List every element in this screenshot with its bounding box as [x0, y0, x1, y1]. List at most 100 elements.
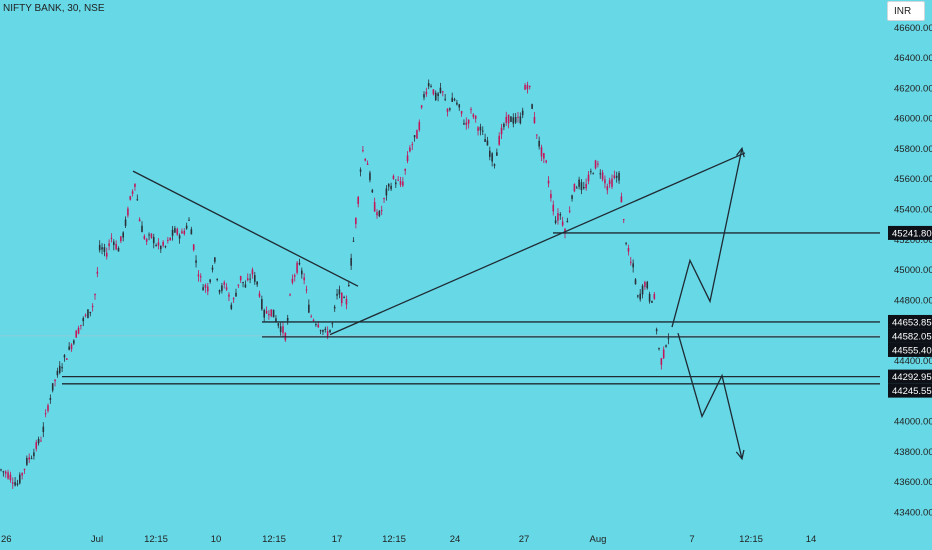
candle-body [279, 326, 282, 333]
candle-body [44, 413, 47, 415]
candle-body [275, 318, 277, 322]
candle-body [392, 175, 395, 179]
price-labels: 45241.80 44653.85 44582.05 44555.40 44292.95… [888, 225, 932, 398]
candle-body [312, 319, 315, 321]
candle-body [575, 187, 578, 189]
candle-body [207, 286, 209, 292]
candle-body [630, 261, 632, 263]
candle-body [96, 271, 99, 274]
candle-body [479, 126, 482, 131]
candle-body [597, 163, 599, 165]
candle-body [113, 241, 115, 246]
candle-body [601, 172, 604, 180]
candle-body [244, 284, 247, 288]
candle-body [11, 482, 14, 484]
candle-body [348, 284, 350, 287]
candle-body [425, 91, 428, 95]
candle-body [185, 225, 188, 229]
candle-body [256, 281, 258, 285]
y-tick-label: 45400.00 [894, 204, 932, 215]
candle-body [604, 179, 606, 184]
candle-body [451, 97, 453, 102]
bearish-projection [677, 332, 743, 459]
candle-body [484, 139, 486, 142]
candle-body [157, 242, 160, 246]
candle-body [77, 327, 80, 334]
y-tick-label: 45800.00 [894, 144, 932, 155]
price-label-text: 44292.95 [892, 372, 932, 383]
candle-body [442, 91, 444, 93]
candle-body [183, 230, 186, 235]
y-tick-label: 46400.00 [894, 53, 932, 64]
candle-body [505, 116, 508, 123]
candle-body [296, 262, 298, 273]
candle-body [493, 164, 496, 166]
candle-body [181, 231, 183, 234]
candle-body [265, 310, 268, 314]
candle-body [331, 323, 334, 325]
candle-body [286, 317, 289, 321]
x-tick-label: 17 [332, 534, 343, 545]
candle-body [298, 262, 301, 265]
candle-body [514, 116, 517, 123]
currency-button[interactable]: INR [887, 1, 925, 21]
candle-body [399, 181, 402, 185]
candle-body [606, 186, 609, 191]
candle-body [192, 244, 195, 250]
candle-body [293, 275, 296, 277]
candle-body [336, 293, 338, 296]
candle-body [465, 122, 468, 126]
candle-body [639, 293, 641, 300]
candle-body [583, 187, 585, 189]
candle-body [651, 300, 653, 303]
candle-body [359, 169, 362, 172]
candle-body [458, 104, 461, 108]
x-tick-label: 24 [450, 534, 461, 545]
candle-body [40, 440, 42, 442]
candle-body [430, 86, 432, 88]
bullish-projection [671, 148, 743, 328]
candle-body [662, 349, 665, 359]
candle-body [37, 438, 40, 444]
candle-body [47, 405, 49, 411]
candle-body [73, 340, 75, 344]
candle-body [371, 189, 374, 193]
candle-body [58, 365, 61, 373]
candle-body [533, 116, 536, 124]
candle-body [54, 379, 56, 382]
candle-body [557, 213, 559, 221]
y-tick-label: 45000.00 [894, 265, 932, 276]
candle-body [355, 217, 357, 224]
candle-body [68, 346, 70, 350]
candle-body [622, 219, 625, 221]
y-tick-label: 44400.00 [894, 356, 932, 367]
candle-body [291, 278, 294, 283]
candle-body [134, 183, 136, 187]
candle-body [188, 219, 190, 221]
candle-body [521, 110, 524, 116]
candle-body [531, 104, 533, 109]
candle-body [333, 306, 336, 309]
candle-body [594, 160, 597, 169]
candle-body [387, 184, 390, 187]
candle-body [418, 121, 421, 131]
candle-body [108, 243, 110, 247]
candle-body [590, 171, 592, 173]
candle-body [129, 196, 132, 200]
candle-body [28, 457, 30, 460]
candle-body [491, 153, 493, 162]
x-tick-label: 10 [211, 534, 222, 545]
candle-body [641, 285, 644, 295]
candle-body [413, 135, 416, 138]
candle-body [80, 324, 82, 326]
x-tick-label: 27 [519, 534, 530, 545]
candle-body [150, 233, 153, 238]
candle-body [507, 114, 510, 124]
candle-body [42, 426, 45, 432]
candle-body [110, 237, 113, 239]
candle-body [324, 328, 327, 330]
candle-body [453, 99, 456, 101]
candle-body [101, 247, 103, 250]
candle-body [145, 239, 148, 242]
